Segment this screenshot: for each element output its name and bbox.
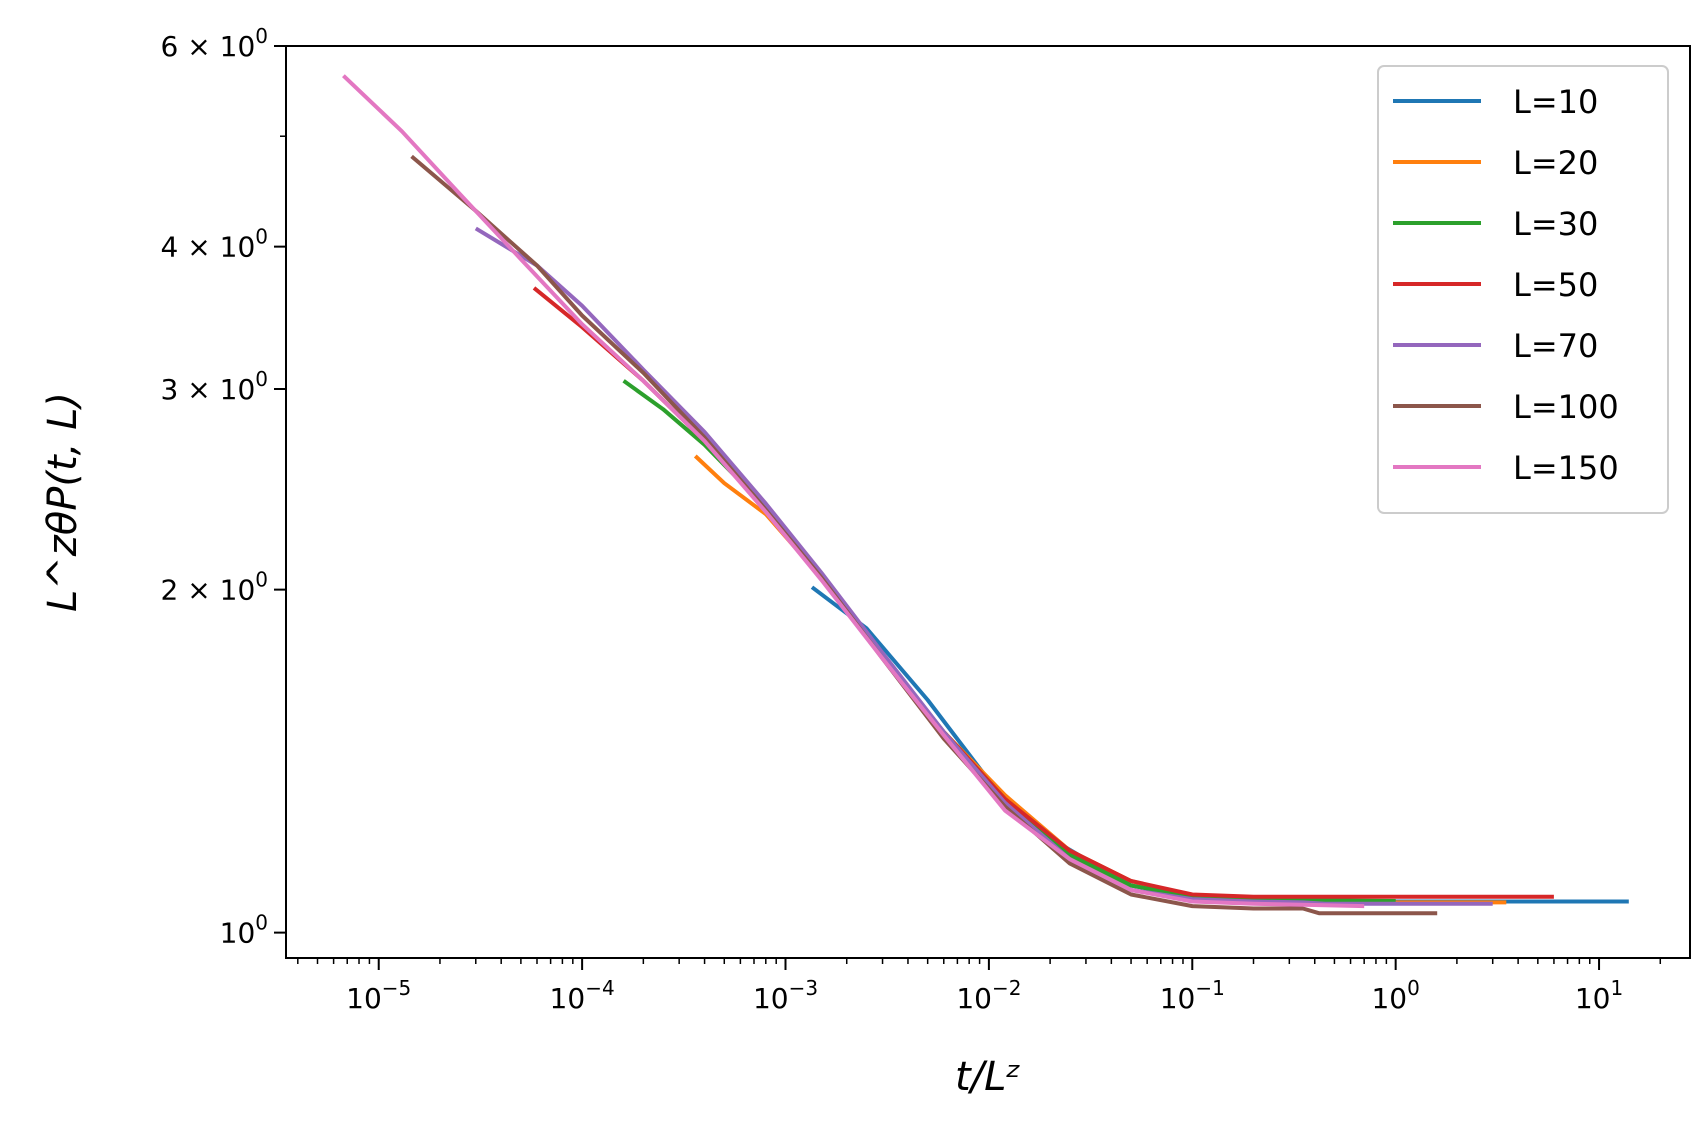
y-tick-label: 3 × 100	[161, 367, 268, 406]
series-line-l-150	[342, 74, 1365, 909]
series-line-l-70	[474, 226, 1493, 906]
x-tick-label: 10−1	[1160, 976, 1225, 1015]
x-axis: 10−5 10−4 10−3 10−2 10−1 100 101	[297, 958, 1662, 1015]
legend-label-l-70: L=70	[1513, 327, 1598, 365]
series-layer	[342, 74, 1629, 916]
legend: L=10 L=20 L=30 L=50 L=70 L=100 L=150	[1377, 65, 1669, 514]
y-tick-label: 6 × 100	[161, 24, 268, 63]
x-axis-label: t/Lᶻ	[955, 1054, 1021, 1100]
legend-label-l-100: L=100	[1513, 388, 1619, 426]
y-tick-label: 100	[220, 911, 268, 950]
legend-label-l-150: L=150	[1513, 449, 1619, 487]
x-tick-label: 10−5	[346, 976, 411, 1015]
y-tick-label: 2 × 100	[161, 568, 268, 607]
x-tick-label: 10−3	[753, 976, 818, 1015]
legend-label-l-50: L=50	[1513, 266, 1598, 304]
y-tick-label: 4 × 100	[161, 225, 268, 264]
y-axis: 6 × 100 4 × 100 3 × 100 2 × 100 100	[161, 24, 286, 950]
legend-label-l-30: L=30	[1513, 205, 1598, 243]
series-line-l-100	[410, 154, 1438, 916]
x-tick-label: 100	[1371, 976, 1419, 1015]
legend-box	[1377, 65, 1669, 514]
y-axis-label: L^zθP(t, L)	[40, 392, 86, 612]
x-tick-label: 10−4	[550, 976, 615, 1015]
legend-label-l-10: L=10	[1513, 83, 1598, 121]
legend-label-l-20: L=20	[1513, 144, 1598, 182]
x-tick-label: 10−2	[956, 976, 1021, 1015]
x-tick-label: 101	[1575, 976, 1623, 1015]
